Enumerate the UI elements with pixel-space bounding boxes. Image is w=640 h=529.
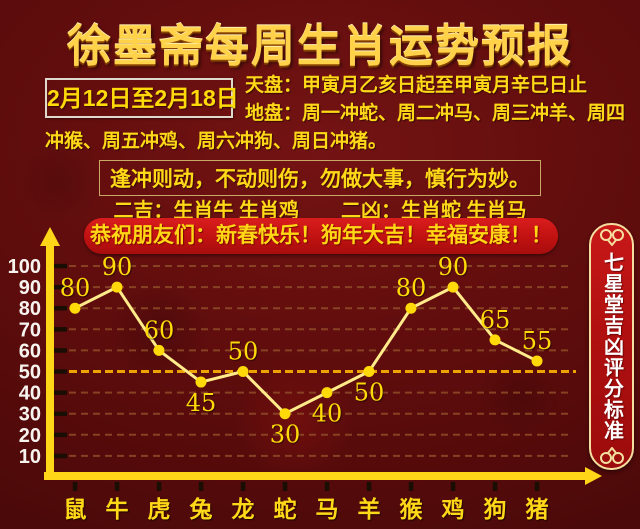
svg-text:90: 90	[19, 277, 41, 299]
lucky-zodiacs-label: 二吉：生肖牛 生肖鸡	[113, 200, 299, 222]
rating-standard-label: 七星堂吉凶评分标准	[600, 252, 623, 441]
svg-text:70: 70	[19, 319, 41, 341]
dipan-text: 地盘：周一冲蛇、周二冲马、周三冲羊、周四冲猴、周五冲鸡、周六冲狗、周日冲猪。	[45, 103, 626, 152]
page-title: 徐墨斋每周生肖运势预报	[67, 22, 573, 71]
rating-standard-banner: 七星堂吉凶评分标准	[589, 223, 634, 470]
svg-text:50: 50	[354, 379, 385, 407]
svg-text:虎: 虎	[148, 496, 171, 522]
svg-text:50: 50	[228, 338, 259, 366]
svg-text:40: 40	[312, 400, 343, 428]
svg-text:65: 65	[480, 306, 511, 334]
week-info-block: 2月12日至2月18日 天盘：甲寅月乙亥日起至甲寅月辛巳日止 地盘：周一冲蛇、周…	[45, 72, 630, 156]
unlucky-zodiacs-label: 二凶：生肖蛇 生肖马	[341, 200, 527, 222]
advice-box: 逢冲则动，不动则伤，勿做大事，慎行为妙。	[99, 160, 541, 196]
svg-text:90: 90	[102, 253, 133, 281]
svg-text:50: 50	[19, 362, 41, 384]
date-range-box: 2月12日至2月18日	[45, 78, 239, 118]
svg-text:鸡: 鸡	[441, 496, 465, 522]
scroll-ornament-icon	[599, 229, 624, 246]
svg-text:100: 100	[8, 256, 41, 278]
scroll-ornament-icon	[599, 447, 624, 464]
svg-text:30: 30	[270, 421, 301, 449]
svg-text:龙: 龙	[232, 496, 255, 522]
svg-text:蛇: 蛇	[274, 496, 297, 522]
svg-text:45: 45	[186, 389, 217, 417]
svg-text:55: 55	[522, 327, 553, 355]
svg-text:兔: 兔	[190, 496, 213, 522]
svg-text:20: 20	[19, 425, 41, 447]
svg-text:30: 30	[19, 404, 41, 426]
svg-text:40: 40	[19, 383, 41, 405]
svg-text:羊: 羊	[358, 496, 381, 522]
svg-text:10: 10	[19, 446, 41, 468]
svg-text:狗: 狗	[484, 496, 507, 522]
svg-text:90: 90	[438, 253, 469, 281]
svg-text:马: 马	[316, 496, 339, 522]
svg-text:80: 80	[396, 274, 427, 302]
greeting-banner: 恭祝朋友们：新春快乐！狗年大吉！幸福安康！！	[84, 218, 558, 254]
svg-text:80: 80	[19, 298, 41, 320]
lucky-unlucky-row: 二吉：生肖牛 生肖鸡 二凶：生肖蛇 生肖马	[0, 194, 640, 223]
svg-text:60: 60	[19, 340, 41, 362]
svg-text:猪: 猪	[526, 496, 549, 522]
svg-text:80: 80	[60, 274, 91, 302]
svg-text:牛: 牛	[106, 496, 129, 522]
svg-text:鼠: 鼠	[64, 496, 87, 522]
svg-text:猴: 猴	[400, 496, 424, 522]
svg-text:60: 60	[144, 316, 175, 344]
tianpan-text: 天盘：甲寅月乙亥日起至甲寅月辛巳日止	[245, 75, 588, 96]
